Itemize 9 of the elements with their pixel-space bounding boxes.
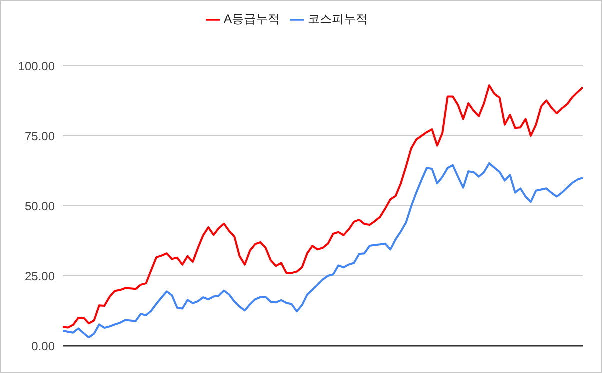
y-tick-label: 100.00	[18, 59, 56, 74]
legend-label: 코스피누적	[308, 12, 368, 26]
y-tick-label: 50.00	[24, 199, 56, 214]
y-tick-label: 0.00	[32, 339, 56, 354]
legend-label: A등급누적	[224, 12, 280, 26]
line-series	[63, 162, 583, 339]
line-series	[63, 84, 583, 329]
y-tick-label: 75.00	[24, 129, 56, 144]
y-tick-label: 25.00	[24, 269, 56, 284]
